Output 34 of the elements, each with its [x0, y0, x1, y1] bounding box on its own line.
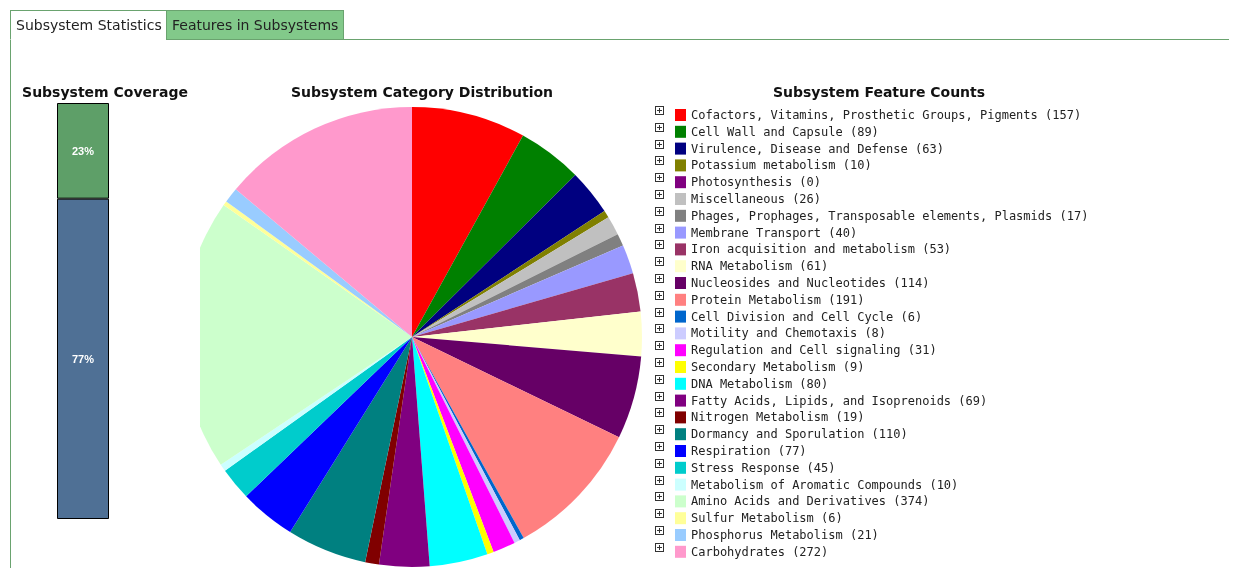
legend-label: Phages, Prophages, Transposable elements, Plasmids (17): [691, 208, 1089, 223]
legend-label: Amino Acids and Derivatives (374): [691, 494, 930, 509]
legend-label: Nitrogen Metabolism (19): [691, 410, 865, 425]
legend-label: Motility and Chemotaxis (8): [691, 326, 887, 341]
chart-title: Subsystem Category Distribution: [290, 84, 554, 100]
legend-title: Subsystem Feature Counts: [772, 84, 986, 100]
legend-label: Regulation and Cell signaling (31): [691, 343, 937, 358]
legend-label: Nucleosides and Nucleotides (114): [691, 276, 930, 290]
text: Features in Subsystems: [166, 10, 345, 40]
legend-label: Cofactors, Vitamins, Prosthetic Groups, Pigments (157): [691, 108, 1082, 122]
legend-label: DNA Metabolism (80): [691, 376, 829, 391]
legend-label: Metabolism of Aromatic Compounds (10): [691, 477, 959, 492]
legend-label: Miscellaneous (26): [691, 192, 822, 206]
legend-label: Fatty Acids, Lipids, and Isoprenoids (69): [691, 393, 988, 408]
data-label: 23%: [71, 144, 95, 157]
legend-label: RNA Metabolism (61): [691, 259, 829, 274]
legend-label: Secondary Metabolism (9): [691, 360, 865, 374]
text: Subsystem Statistics: [10, 10, 168, 40]
legend-label: Cell Division and Cell Cycle (6): [691, 309, 923, 324]
data-label: 77%: [71, 352, 95, 365]
legend-label: Respiration (77): [691, 444, 807, 458]
legend-label: Photosynthesis (0): [691, 175, 822, 190]
legend-label: Virulence, Disease and Defense (63): [691, 141, 944, 156]
legend-label: Carbohydrates (272): [691, 544, 829, 559]
legend-label: Dormancy and Sporulation (110): [691, 427, 908, 442]
legend-label: Protein Metabolism (191): [691, 292, 865, 307]
legend-label: Cell Wall and Capsule (89): [691, 124, 879, 139]
legend-label: Potassium metabolism (10): [691, 158, 872, 173]
legend-label: Membrane Transport (40): [691, 225, 858, 240]
legend-label: Sulfur Metabolism (6): [691, 511, 843, 526]
legend-label: Stress Response (45): [691, 460, 836, 475]
legend-label: Phosphorus Metabolism (21): [691, 528, 879, 542]
chart-title: Subsystem Coverage: [22, 84, 188, 100]
legend-label: Iron acquisition and metabolism (53): [691, 242, 952, 257]
